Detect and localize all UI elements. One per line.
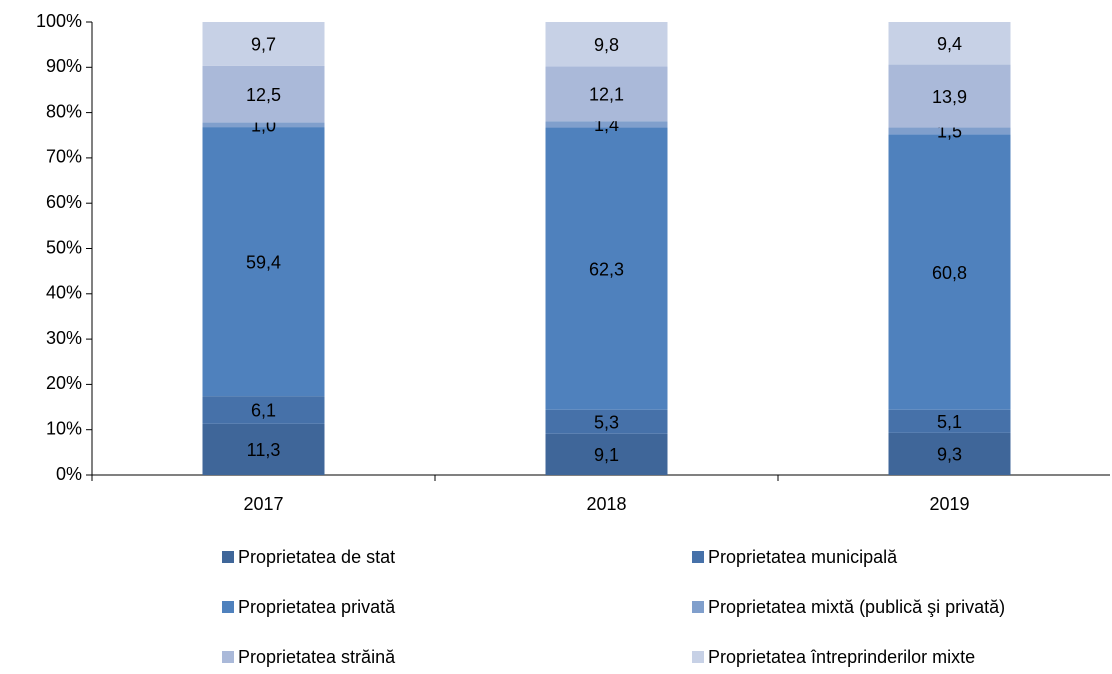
legend-label: Proprietatea întreprinderilor mixte [708, 647, 975, 667]
bar-segment [202, 122, 325, 128]
bar-segment [888, 432, 1011, 475]
y-tick-label: 70% [46, 147, 82, 167]
bar-segment [202, 22, 325, 66]
data-label: 9,4 [937, 34, 962, 54]
bar-segment [888, 409, 1011, 433]
y-tick-label: 30% [46, 328, 82, 348]
x-tick-label: 2019 [929, 494, 969, 514]
data-label: 13,9 [932, 87, 967, 107]
legend-swatch [222, 601, 234, 613]
y-tick-label: 10% [46, 418, 82, 438]
y-tick-label: 90% [46, 56, 82, 76]
data-label: 11,3 [247, 440, 281, 460]
legend-label: Proprietatea de stat [238, 547, 395, 567]
y-tick-label: 40% [46, 283, 82, 303]
bar-segment [888, 134, 1011, 410]
data-label: 9,8 [594, 35, 619, 55]
data-label: 9,1 [594, 445, 619, 465]
y-tick-label: 80% [46, 101, 82, 121]
y-tick-label: 100% [36, 11, 82, 31]
data-label: 5,3 [594, 413, 619, 433]
bar-segment [545, 433, 668, 475]
data-label: 6,1 [251, 401, 276, 421]
bar-segment [888, 22, 1011, 65]
bar-segment [545, 409, 668, 434]
y-tick-label: 50% [46, 237, 82, 257]
data-label: 5,1 [937, 412, 962, 432]
data-label: 9,7 [251, 35, 276, 55]
bar-segment [202, 127, 325, 397]
bar-segment [545, 121, 668, 128]
bar-segment [202, 396, 325, 424]
data-label: 12,1 [589, 85, 624, 105]
bar-segment [545, 66, 668, 122]
y-tick-label: 20% [46, 373, 82, 393]
y-tick-label: 60% [46, 192, 82, 212]
legend-label: Proprietatea privată [238, 597, 396, 617]
legend-swatch [692, 551, 704, 563]
data-label: 62,3 [589, 259, 624, 279]
legend-swatch [222, 551, 234, 563]
data-label: 59,4 [246, 252, 281, 272]
x-tick-label: 2017 [243, 494, 283, 514]
bar-segment [888, 64, 1011, 128]
data-label: 60,8 [932, 263, 967, 283]
legend-label: Proprietatea mixtă (publică şi privată) [708, 597, 1005, 617]
x-tick-label: 2018 [586, 494, 626, 514]
legend-swatch [222, 651, 234, 663]
data-label: 9,3 [937, 445, 962, 465]
legend-swatch [692, 601, 704, 613]
bar-segment [888, 127, 1011, 135]
bar-segment [202, 65, 325, 123]
bar-segment [202, 423, 325, 475]
legend-label: Proprietatea străină [238, 647, 396, 667]
y-tick-label: 0% [56, 464, 82, 484]
legend-label: Proprietatea municipală [708, 547, 898, 567]
bar-segment [545, 127, 668, 410]
data-label: 12,5 [246, 85, 281, 105]
legend-swatch [692, 651, 704, 663]
bar-segment [545, 22, 668, 67]
